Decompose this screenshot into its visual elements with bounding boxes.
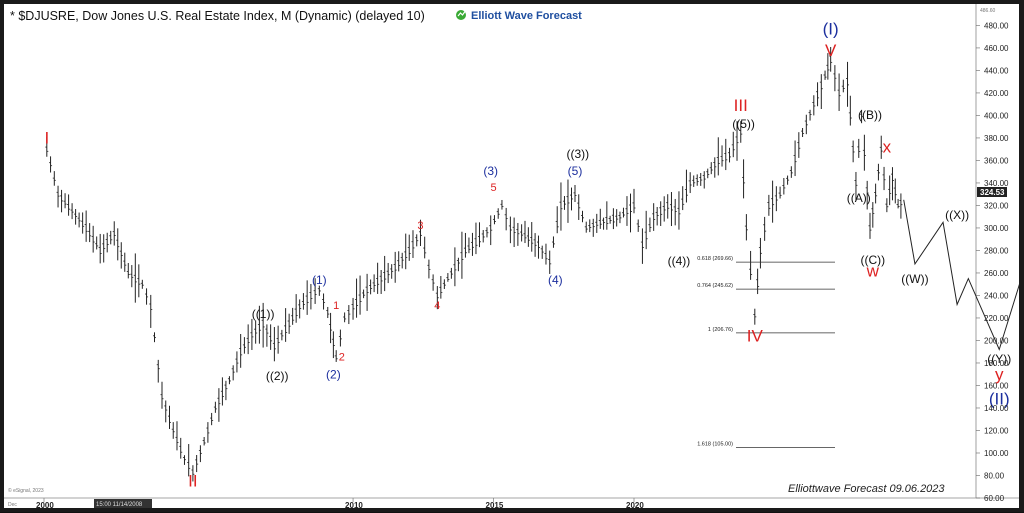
wave-label: IV	[747, 327, 764, 346]
y-tick-label: 360.00	[984, 156, 1009, 165]
wave-label: ((5))	[732, 117, 755, 131]
date-box: 15:00 11/14/2008	[94, 499, 152, 508]
chart-title: * $DJUSRE, Dow Jones U.S. Real Estate In…	[10, 9, 425, 23]
y-tick-label: 180.00	[984, 359, 1009, 368]
y-tick-label: 460.00	[984, 44, 1009, 53]
y-tick-label: 440.00	[984, 66, 1009, 75]
wave-label: w	[866, 261, 880, 280]
chart-panel: * $DJUSRE, Dow Jones U.S. Real Estate In…	[4, 4, 1024, 510]
fib-label: 1.618 (105.00)	[697, 441, 733, 447]
fib-label: 1 (206.76)	[708, 327, 733, 333]
wave-label: (1)	[312, 273, 327, 287]
wave-label: ((1))	[252, 307, 275, 321]
y-tick-label: 160.00	[984, 381, 1009, 390]
wave-label: 4	[434, 300, 440, 312]
y-tick-label: 220.00	[984, 314, 1009, 323]
fibonacci-levels: 0.618 (269.66) 0.764 (245.62) 1 (206.76) 1.…	[697, 256, 835, 448]
y-tick-label: 480.00	[984, 21, 1009, 30]
last-price-marker: 324.53	[977, 187, 1007, 197]
y-axis-ticks: 60.00 80.00 100.00 120.00 140.00 160.00 180.00…	[976, 21, 1009, 503]
footer-text: Elliottwave Forecast 09.06.2023	[788, 483, 945, 495]
y-tick-label: 200.00	[984, 336, 1009, 345]
wave-labels: III((1))((2))(1)12(2)34(3)5(4)(5)((3))((…	[44, 19, 1011, 490]
y-tick-label: 300.00	[984, 224, 1009, 233]
wave-label: I	[44, 129, 49, 148]
wave-label: 2	[339, 352, 345, 364]
wave-label: (3)	[483, 164, 498, 178]
y-tick-label: 320.00	[984, 201, 1009, 210]
y-tick-label: 100.00	[984, 449, 1009, 458]
y-tick-label: 60.00	[984, 494, 1005, 503]
wave-label: III	[734, 96, 748, 115]
y-top-label: 486.60	[980, 8, 996, 14]
wave-label: y	[995, 365, 1004, 384]
y-tick-label: 340.00	[984, 179, 1009, 188]
x-tick-label: 2000	[36, 501, 54, 508]
wave-label: ((W))	[901, 272, 928, 286]
x-tick-label: 2015	[486, 501, 504, 508]
wave-label: 1	[333, 300, 339, 312]
y-tick-label: 280.00	[984, 246, 1009, 255]
wave-label: ((A))	[847, 191, 871, 205]
projection-path	[903, 199, 1024, 351]
price-axis	[4, 4, 1019, 499]
wave-label: (5)	[568, 164, 583, 178]
wave-label: ((3))	[566, 147, 589, 161]
fib-label: 0.618 (269.66)	[697, 256, 733, 262]
wave-label: (2)	[326, 368, 341, 382]
x-tick-label: 2020	[626, 501, 644, 508]
price-bars	[45, 46, 903, 482]
x-tick-label: 2010	[345, 501, 363, 508]
wave-label: (II)	[989, 390, 1010, 409]
x-axis-ticks: 2000 2010 2015 2020	[36, 498, 644, 510]
wave-label: II	[188, 472, 197, 491]
last-price-value: 324.53	[980, 188, 1005, 197]
wave-label: x	[883, 138, 892, 157]
wave-label: 5	[490, 182, 496, 194]
fib-label: 0.764 (245.62)	[697, 283, 733, 289]
wave-label: ((4))	[668, 254, 691, 268]
y-tick-label: 400.00	[984, 111, 1009, 120]
wave-label: ((Y))	[987, 352, 1011, 366]
y-tick-label: 120.00	[984, 426, 1009, 435]
y-tick-label: 380.00	[984, 134, 1009, 143]
wave-label: ((2))	[266, 369, 289, 383]
wave-label: ((C))	[860, 253, 885, 267]
y-tick-label: 80.00	[984, 471, 1005, 480]
y-tick-label: 140.00	[984, 404, 1009, 413]
y-tick-label: 420.00	[984, 89, 1009, 98]
projection-line	[903, 199, 1024, 351]
wave-label: (4)	[548, 273, 563, 287]
y-tick-label: 240.00	[984, 291, 1009, 300]
brand-logo: Elliott Wave Forecast	[456, 10, 582, 22]
wave-label: ((B))	[858, 108, 882, 122]
wave-label: (I)	[823, 19, 839, 38]
brand-name: Elliott Wave Forecast	[471, 10, 582, 22]
date-box-text: 15:00 11/14/2008	[96, 502, 143, 508]
y-tick-label: 260.00	[984, 269, 1009, 278]
price-chart[interactable]: * $DJUSRE, Dow Jones U.S. Real Estate In…	[4, 4, 1024, 510]
wave-label: ((X))	[945, 208, 969, 222]
copyright-text: © eSignal, 2023	[8, 487, 44, 494]
wave-label: V	[825, 41, 837, 60]
x-corner-label: Dec	[8, 502, 17, 508]
wave-label: 3	[417, 220, 423, 232]
